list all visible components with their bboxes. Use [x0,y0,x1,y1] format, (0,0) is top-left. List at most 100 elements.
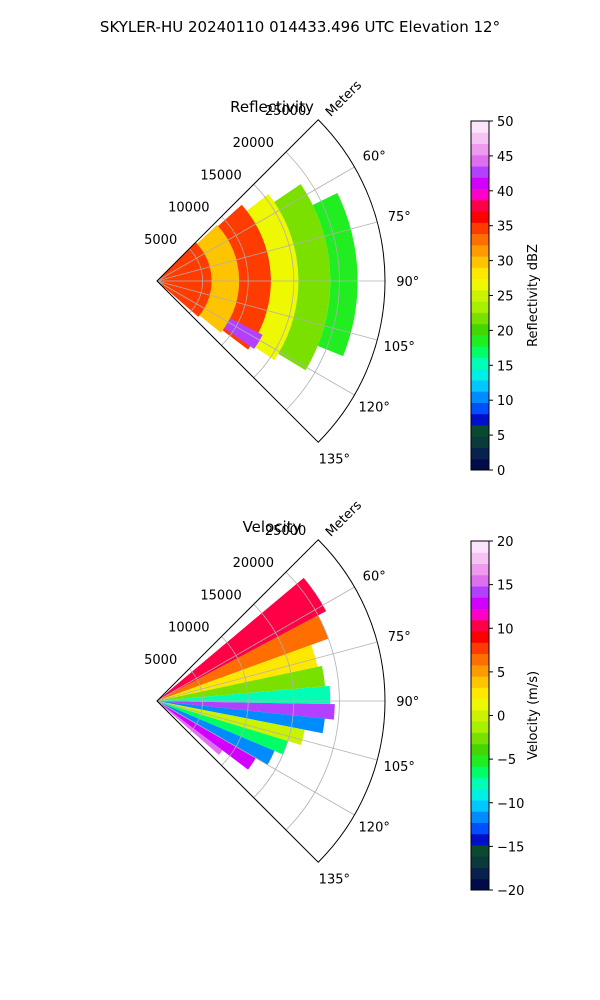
colorbar-segment [471,844,489,857]
range-tick-label: 20000 [233,556,274,571]
colorbar-tick-label: 15 [497,579,514,594]
colorbar-segment [471,608,489,621]
colorbar-segment [471,822,489,835]
data-feature [224,318,263,350]
azimuth-gridline [156,166,355,282]
colorbar-segment [471,211,489,223]
colorbar-segment [471,664,489,677]
radial-axis-label: Meters [323,78,365,120]
colorbar-segment [471,788,489,801]
colorbar-segment [471,574,489,587]
colorbar-segment [471,278,489,291]
colorbar-segment [471,597,489,610]
azimuth-tick-label: 60° [363,570,386,585]
colorbar-segment [471,379,489,392]
colorbar-segment [471,267,489,280]
colorbar-segment [471,447,489,460]
velocity-colorbar: −20 −15 −10 −5 0 5 10 15 20 Velocity (m/s) [470,535,541,899]
colorbar-label: Velocity (m/s) [526,671,541,760]
colorbar-segment [471,334,489,347]
colorbar-segment [471,732,489,745]
azimuth-gridline [156,586,355,702]
colorbar-segment [471,754,489,767]
velocity-panel: Velocity 5000 10000 15000 20000 25000 60° 75° 90… [144,498,419,887]
range-tick-label: 25000 [265,104,306,119]
colorbar-segment [471,368,489,381]
colorbar-segment [471,777,489,790]
colorbar-tick-label: 0 [497,464,505,479]
colorbar-tick-label: 20 [497,535,514,550]
azimuth-tick-label: 90° [396,695,419,710]
colorbar-segment [471,563,489,576]
data-sector [157,644,318,701]
colorbar-segment [471,709,489,722]
range-tick-label: 10000 [168,201,209,216]
azimuth-gridline [156,221,378,282]
range-tick-label: 15000 [200,588,241,603]
colorbar-segment [471,346,489,358]
colorbar-segment [471,867,489,880]
polar-frame [156,119,386,443]
colorbar-tick-label: −10 [497,797,524,812]
data-region [217,204,271,350]
colorbar-label: Reflectivity dBZ [526,244,541,347]
colorbar-segment [471,721,489,733]
colorbar-segment [471,289,489,302]
colorbar-segment [471,653,489,666]
data-sector [157,701,305,745]
colorbar-segment [471,121,489,133]
range-tick-label: 25000 [265,524,306,539]
colorbar-segment [471,244,489,257]
colorbar-tick-label: −20 [497,884,524,899]
figure-suptitle: SKYLER-HU 20240110 014433.496 UTC Elevat… [100,18,500,36]
colorbar-tick-label: 10 [497,622,514,637]
data-layer [157,577,335,770]
reflectivity-colorbar: 0 5 10 15 20 25 30 35 40 45 50 Reflectivity dBZ [470,115,541,479]
colorbar-segment [471,552,489,565]
colorbar-tick-label: −5 [497,753,516,768]
colorbar-segment [471,631,489,643]
colorbar-tick-label: 5 [497,429,505,444]
colorbar-segment [471,541,489,553]
colorbar-segment [471,676,489,688]
azimuth-tick-label: 120° [359,400,390,415]
panel-title: Velocity [243,518,302,536]
colorbar-tick-label: 25 [497,290,514,305]
colorbar-segment [471,619,489,632]
azimuth-gridline [156,700,355,816]
range-tick-label: 5000 [144,653,177,668]
data-sector [157,577,327,701]
data-sector [157,615,329,701]
azimuth-tick-label: 75° [388,630,411,645]
colorbar-segment [471,256,489,268]
colorbar-segment [471,323,489,336]
range-tick-label: 20000 [233,136,274,151]
colorbar-segment [471,687,489,700]
colorbar-tick-label: 50 [497,115,514,130]
azimuth-tick-label: 105° [384,340,415,355]
azimuth-tick-label: 60° [363,150,386,165]
colorbar-segment [471,743,489,756]
azimuth-tick-label: 105° [384,760,415,775]
colorbar-segment [471,166,489,178]
colorbar-segment [471,413,489,426]
colorbar-segment [471,199,489,212]
range-tick-label: 15000 [200,168,241,183]
data-sector [157,701,275,765]
colorbar-segment [471,188,489,201]
colorbar-segment [471,132,489,145]
colorbar-segment [471,233,489,246]
colorbar-segment [471,698,489,711]
data-region [312,193,358,357]
azimuth-tick-label: 135° [319,872,350,887]
azimuth-gridline [156,641,378,702]
colorbar-tick-label: 40 [497,185,514,200]
colorbar-segment [471,766,489,778]
colorbar-segment [471,222,489,235]
panel-title: Reflectivity [230,98,314,116]
colorbar-segment [471,301,489,313]
colorbar-segment [471,177,489,190]
azimuth-gridline [156,280,378,341]
colorbar-segment [471,799,489,812]
